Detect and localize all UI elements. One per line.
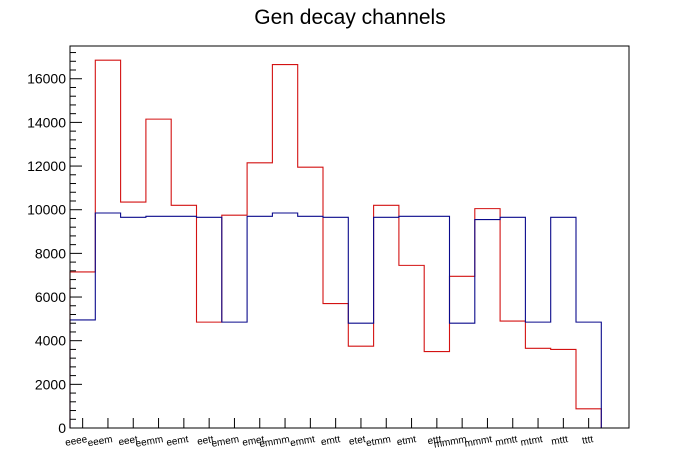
- x-tick-label: eemm: [135, 434, 164, 450]
- y-tick-label: 12000: [27, 158, 66, 174]
- x-tick-label: emet: [241, 434, 265, 449]
- x-tick-label: mtmt: [520, 434, 544, 449]
- x-tick-label: mmtt: [494, 434, 518, 449]
- series-layer: [69, 59, 602, 428]
- x-tick-label: emtt: [320, 434, 341, 448]
- x-tick-label: mttt: [551, 434, 570, 448]
- x-tick-label: eett: [196, 434, 215, 448]
- series-2-bin: [70, 320, 95, 428]
- y-tick-label: 4000: [35, 333, 66, 349]
- x-tick-label: eemt: [166, 434, 190, 449]
- series-2-bin: [348, 323, 373, 428]
- series-2-bin: [323, 217, 348, 428]
- series-2-bin: [576, 322, 601, 428]
- plot-frame: [69, 45, 630, 429]
- series-2-bin: [424, 216, 449, 428]
- x-tick-label: emem: [211, 434, 240, 450]
- series-2-bin: [500, 217, 525, 428]
- series-2-bin: [475, 220, 500, 428]
- y-tick-label: 8000: [35, 245, 66, 261]
- y-tick-label: 16000: [27, 71, 66, 87]
- y-tick-label: 14000: [27, 114, 66, 130]
- series-2-bin: [374, 217, 399, 428]
- x-tick-label: emmt: [289, 434, 316, 449]
- x-tick-label: ettt: [427, 434, 443, 447]
- series-2-bin: [298, 216, 323, 428]
- series-2-bin: [399, 216, 424, 428]
- y-tick-label: 6000: [35, 289, 66, 305]
- x-tick-label: eeem: [87, 434, 114, 449]
- series-2-bin: [222, 322, 247, 428]
- y-tick-label: 0: [58, 420, 66, 436]
- series-1-outline: [69, 59, 602, 428]
- x-tick-label: etet: [348, 434, 367, 448]
- y-tick-label: 10000: [27, 202, 66, 218]
- series-2-bin: [146, 216, 171, 428]
- y-tick-label: 2000: [35, 376, 66, 392]
- x-tick-label: etmm: [365, 434, 392, 449]
- series-2-bin: [197, 217, 222, 428]
- x-tick-label: emmm: [259, 434, 291, 450]
- series-2-bin: [272, 213, 297, 428]
- series-2-bin: [450, 323, 475, 428]
- x-tick-label: eeee: [64, 434, 88, 449]
- x-tick-label: eeet: [118, 434, 139, 448]
- series-2-outline: [69, 212, 602, 428]
- x-tick-label: mmmt: [464, 434, 493, 450]
- axes: 0 2000 4000 6000 8000 10000 12000 14000 16000 eee…: [27, 45, 630, 451]
- series-2-bin: [95, 213, 120, 428]
- chart-title: Gen decay channels: [254, 6, 445, 29]
- x-tick-label: etmt: [396, 434, 417, 448]
- series-2-bin: [551, 217, 576, 428]
- series-2-bin: [171, 216, 196, 428]
- series-2-bin: [525, 322, 550, 428]
- x-tick-label: tttt: [581, 434, 594, 447]
- series-2-bin: [247, 216, 272, 428]
- series-2-bin: [121, 217, 146, 428]
